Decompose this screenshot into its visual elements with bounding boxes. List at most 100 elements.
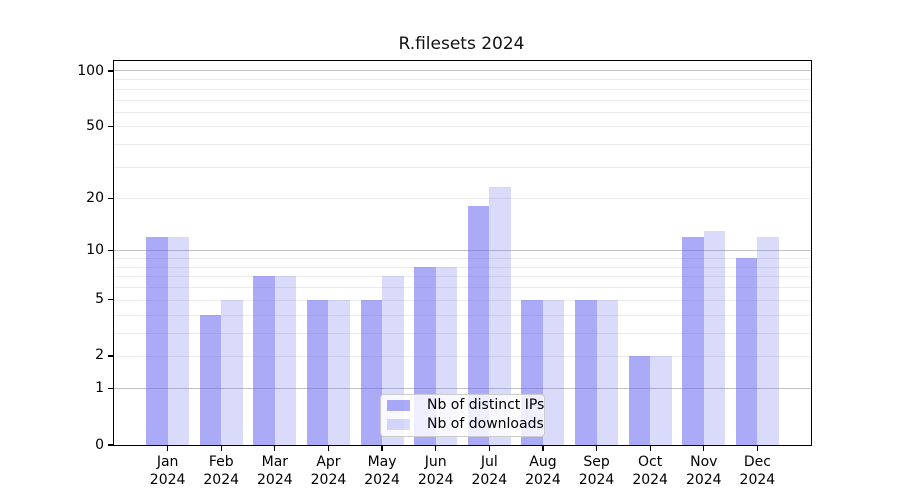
gridline-major (114, 250, 811, 252)
legend-row-distinct-ips: Nb of distinct IPs (387, 398, 544, 413)
x-tick-label-year: 2024 (525, 471, 561, 488)
gridline-major (114, 388, 811, 390)
x-tick-label-month: Aug (529, 454, 557, 470)
gridline-minor (114, 258, 811, 260)
x-tick-label-year: 2024 (257, 471, 293, 488)
bar-downloads-oct (650, 355, 672, 445)
bar-distinct-ips-may (360, 299, 383, 445)
x-tick-label: Feb 2024 (181, 454, 261, 489)
y-tick-mark (107, 70, 113, 72)
legend-row-downloads: Nb of downloads (387, 417, 544, 432)
x-tick-mark (381, 446, 383, 452)
x-tick-mark (220, 446, 222, 452)
x-tick-label-year: 2024 (310, 471, 347, 488)
x-tick-mark (649, 446, 651, 452)
bar-distinct-ips-jan (146, 237, 168, 445)
bar-distinct-ips-mar (253, 276, 275, 445)
y-tick-mark (107, 299, 113, 301)
x-tick-label: Oct 2024 (610, 454, 690, 489)
x-tick-label-year: 2024 (685, 471, 722, 488)
gridline-minor (114, 355, 811, 357)
x-tick-mark (274, 446, 276, 452)
gridline-minor (114, 126, 811, 128)
y-tick-label: 5 (95, 291, 104, 308)
x-tick-label-year: 2024 (578, 471, 615, 488)
y-tick-label: 2 (95, 347, 104, 364)
x-tick-label-year: 2024 (739, 471, 776, 488)
chart-title: R.filesets 2024 (398, 34, 525, 54)
x-tick-mark (435, 446, 437, 452)
gridline-minor (114, 111, 811, 113)
legend-label-distinct-ips: Nb of distinct IPs (427, 397, 545, 413)
gridline-minor (114, 314, 811, 316)
x-tick-label-month: May (367, 454, 397, 470)
gridline-minor (114, 332, 811, 334)
x-tick-label: Jun 2024 (396, 454, 476, 489)
bar-downloads-apr (328, 299, 350, 445)
x-tick-label: Nov 2024 (664, 454, 744, 489)
y-tick-mark (107, 355, 113, 357)
bar-distinct-ips-oct (628, 355, 651, 445)
gridline-minor (114, 198, 811, 200)
y-tick-mark (107, 250, 113, 252)
gridline-minor (114, 166, 811, 168)
legend-swatch-downloads (387, 419, 410, 430)
gridline-minor (114, 276, 811, 278)
gridline-minor (114, 79, 811, 81)
bar-distinct-ips-sep (575, 299, 597, 445)
gridline-minor (114, 99, 811, 101)
x-tick-mark (703, 446, 705, 452)
bar-downloads-mar (274, 276, 297, 445)
y-tick-mark (107, 388, 113, 390)
bar-distinct-ips-feb (199, 314, 222, 445)
bar-downloads-nov (703, 231, 726, 445)
gridline-minor (114, 144, 811, 146)
bar-downloads-sep (596, 299, 619, 445)
plot-area: 100 50 20 10 5 2 1 0 Jan 2024 Feb 2024 Mar 2024 Apr 202… (77, 59, 812, 488)
x-tick-label: May 2024 (342, 454, 422, 489)
x-tick-label-month: Jul (480, 454, 498, 470)
x-tick-label-year: 2024 (471, 471, 508, 488)
legend-label-downloads: Nb of downloads (427, 416, 544, 432)
gridline-minor (114, 88, 811, 90)
bar-distinct-ips-dec (735, 258, 758, 445)
x-tick-mark (167, 446, 169, 452)
bar-distinct-ips-jul (467, 206, 490, 445)
x-tick-label: Dec 2024 (717, 454, 797, 489)
bar-distinct-ips-nov (682, 237, 704, 445)
x-tick-label: Sep 2024 (557, 454, 637, 489)
x-tick-label-month: Oct (638, 454, 663, 470)
x-tick-label-month: Sep (583, 454, 610, 470)
bar-distinct-ips-apr (306, 299, 329, 445)
x-tick-label: Jan 2024 (128, 454, 208, 489)
x-tick-label-month: Jan (156, 454, 179, 470)
gridline-major (114, 70, 811, 72)
gridline-minor (114, 266, 811, 268)
gridline-minor (114, 299, 811, 301)
x-tick-label-month: Nov (690, 454, 718, 470)
x-tick-label-month: Feb (208, 454, 234, 470)
x-tick-mark (327, 446, 330, 452)
x-tick-label: Jul 2024 (449, 454, 529, 489)
bar-downloads-aug (542, 299, 565, 445)
x-tick-mark (488, 446, 490, 452)
x-tick-label-year: 2024 (417, 471, 454, 488)
x-tick-label-month: Jun (424, 454, 447, 470)
x-tick-label-year: 2024 (632, 471, 668, 488)
bar-downloads-feb (221, 299, 243, 445)
x-tick-mark (756, 446, 758, 452)
y-tick-mark (107, 197, 113, 199)
x-tick-label: Aug 2024 (503, 454, 583, 489)
y-tick-label: 20 (86, 189, 104, 206)
x-tick-label-year: 2024 (149, 471, 186, 488)
y-tick-label: 0 (95, 436, 104, 453)
x-tick-label-year: 2024 (364, 471, 400, 488)
x-tick-label-month: Apr (316, 454, 341, 470)
x-tick-label-month: Dec (743, 454, 771, 470)
x-tick-mark (542, 446, 544, 452)
x-tick-mark (595, 446, 598, 452)
y-tick-label: 50 (86, 117, 104, 134)
gridline-minor (114, 287, 811, 289)
legend-swatch-distinct-ips (387, 400, 410, 411)
y-tick-mark (107, 125, 113, 127)
